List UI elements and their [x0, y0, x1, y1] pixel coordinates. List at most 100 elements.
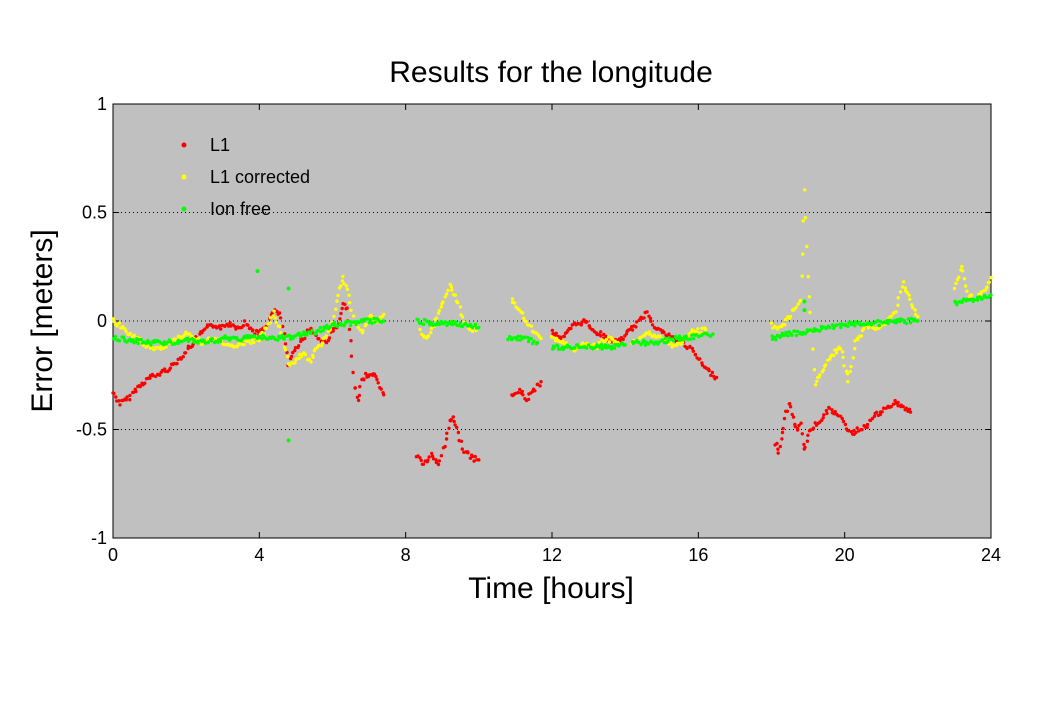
data-point: [283, 342, 288, 346]
data-point: [770, 334, 774, 338]
data-point: [586, 343, 591, 347]
data-point: [779, 334, 783, 338]
data-point: [698, 357, 702, 361]
data-point: [460, 447, 464, 451]
data-point: [518, 387, 522, 392]
data-point: [510, 297, 515, 301]
data-point: [539, 380, 543, 384]
data-point: [121, 325, 125, 329]
data-point: [908, 297, 912, 301]
data-point: [893, 398, 897, 403]
data-point: [666, 339, 670, 343]
data-point: [174, 341, 178, 345]
data-point: [607, 345, 611, 349]
data-point: [524, 319, 528, 324]
data-point: [576, 343, 580, 347]
data-point: [334, 307, 338, 311]
data-point: [623, 343, 627, 347]
data-point: [781, 333, 786, 338]
data-point: [606, 335, 611, 339]
data-point: [573, 346, 577, 350]
data-point: [692, 337, 696, 341]
data-point: [124, 329, 128, 334]
data-point: [114, 395, 118, 399]
data-point: [782, 416, 787, 421]
data-point: [353, 386, 357, 390]
data-point: [961, 269, 965, 273]
data-point: [803, 445, 807, 450]
data-point: [838, 347, 843, 351]
data-point: [955, 302, 959, 307]
x-tick-label: 0: [108, 545, 118, 565]
data-point: [443, 295, 447, 299]
data-point: [847, 429, 851, 433]
data-point: [134, 389, 138, 394]
data-point: [188, 337, 192, 342]
data-point: [866, 326, 870, 330]
data-point: [182, 333, 187, 337]
data-point: [382, 319, 386, 323]
series-ion-free: [112, 269, 993, 443]
data-point: [356, 398, 361, 403]
x-tick-label: 24: [981, 545, 1001, 565]
data-point: [903, 286, 907, 290]
data-point: [649, 319, 653, 323]
data-point: [985, 285, 989, 289]
data-point: [112, 319, 116, 324]
data-point: [115, 324, 119, 328]
data-point: [886, 321, 890, 326]
x-axis-label: Time [hours]: [468, 572, 634, 605]
data-point: [552, 346, 556, 350]
data-point: [865, 422, 870, 427]
data-point: [335, 324, 340, 328]
data-point: [908, 410, 913, 414]
data-point: [361, 328, 365, 333]
data-point: [913, 308, 917, 312]
data-point: [953, 300, 958, 304]
data-point: [707, 368, 711, 373]
data-point: [790, 333, 794, 337]
data-point: [794, 333, 799, 338]
data-point: [693, 352, 698, 357]
data-point: [439, 305, 444, 309]
data-point: [805, 439, 810, 443]
data-point: [427, 455, 431, 459]
y-tick-label: 0.5: [82, 203, 107, 223]
data-point: [901, 280, 906, 284]
data-point: [916, 319, 920, 323]
data-point: [117, 339, 122, 343]
data-point: [332, 314, 336, 319]
data-point: [634, 320, 639, 324]
data-point: [437, 322, 442, 327]
legend-entry-ion-free: Ion free: [181, 199, 271, 219]
data-point: [562, 334, 566, 339]
data-point: [792, 308, 796, 312]
data-point: [352, 314, 356, 318]
data-point: [347, 327, 352, 332]
x-tick-label: 8: [401, 545, 411, 565]
data-point: [339, 311, 343, 316]
data-point: [340, 279, 345, 283]
data-point: [841, 350, 845, 354]
data-point: [242, 343, 246, 347]
data-point: [196, 336, 201, 341]
data-point: [134, 339, 138, 344]
data-point: [801, 219, 805, 223]
data-point: [358, 384, 362, 389]
data-point: [470, 325, 475, 330]
data-point: [124, 398, 128, 402]
data-point: [218, 339, 223, 344]
data-point: [274, 320, 278, 325]
data-point: [585, 320, 589, 324]
data-point: [637, 340, 641, 345]
data-point: [799, 298, 803, 302]
data-point: [277, 311, 282, 315]
data-point: [148, 376, 152, 380]
data-point: [825, 411, 829, 416]
data-point: [675, 341, 680, 346]
data-point: [711, 332, 715, 336]
data-point: [846, 324, 850, 328]
y-tick-label: 1: [97, 94, 107, 114]
data-point: [477, 325, 481, 330]
data-point: [283, 348, 288, 352]
